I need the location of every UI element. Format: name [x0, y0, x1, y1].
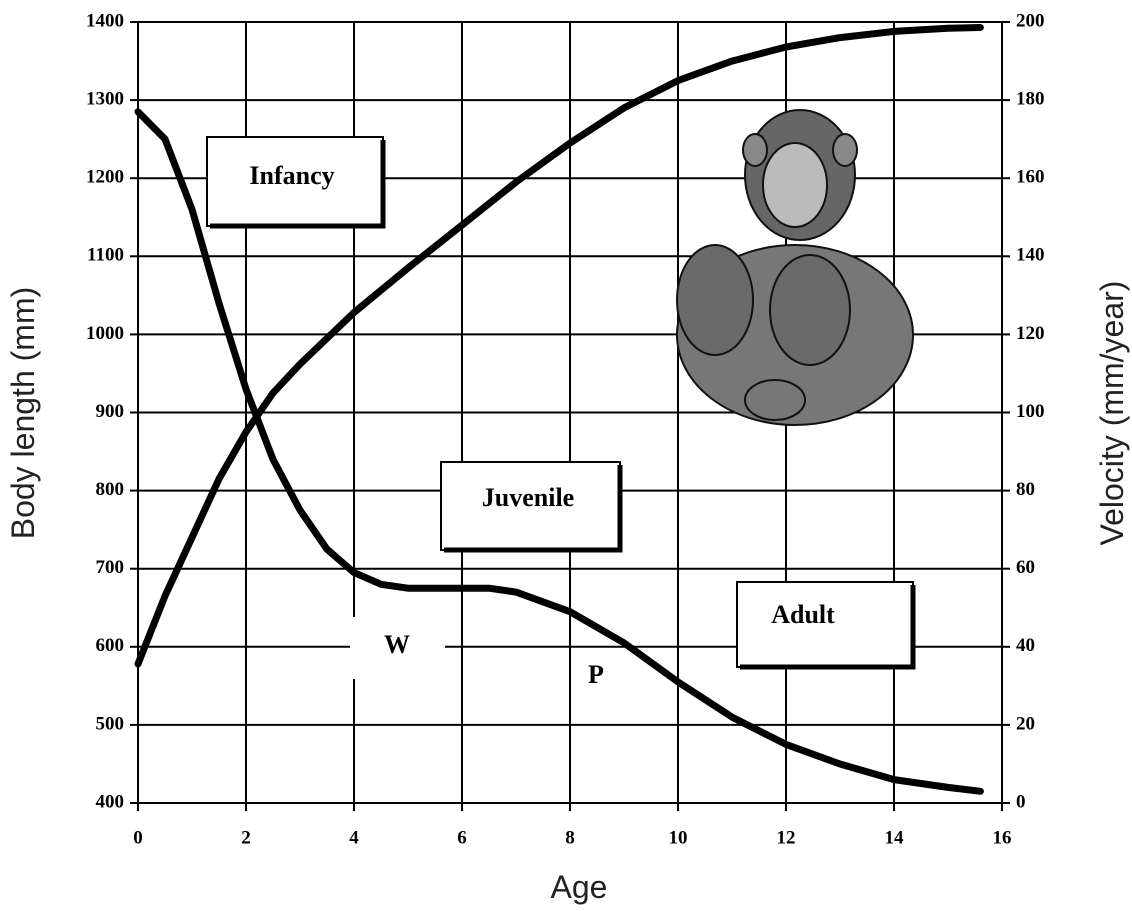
- x-tick-label: 4: [349, 827, 359, 848]
- annotation: Adult: [771, 600, 835, 629]
- x-axis-label: Age: [551, 869, 608, 905]
- y2-tick-label: 80: [1016, 479, 1035, 500]
- y-tick-label: 1300: [86, 88, 124, 109]
- y2-tick-label: 180: [1016, 88, 1045, 109]
- chimp-illustration: [676, 109, 914, 426]
- y2-tick-label: 160: [1016, 167, 1045, 188]
- x-tick-label: 12: [777, 827, 796, 848]
- line: [134, 108, 984, 795]
- x-tick-label: 16: [993, 827, 1012, 848]
- y2-tick-label: 20: [1016, 713, 1035, 734]
- y-tick-label: 1100: [87, 245, 124, 266]
- x-tick-label: 2: [241, 827, 251, 848]
- annotation-boxes: [206, 136, 916, 670]
- y-axis-label: Body length (mm): [5, 287, 41, 540]
- y-tick-label: 700: [96, 557, 125, 578]
- x-tick-label: 8: [565, 827, 575, 848]
- y2-tick-label: 120: [1016, 323, 1045, 344]
- y2-tick-label: 0: [1016, 791, 1026, 812]
- y2-tick-label: 40: [1016, 635, 1035, 656]
- y2-tick-label: 140: [1016, 245, 1045, 266]
- y-tick-label: 1000: [86, 323, 124, 344]
- x-tick-label: 14: [885, 827, 905, 848]
- x-tick-label: 0: [133, 827, 143, 848]
- y-tick-label: 400: [96, 791, 125, 812]
- y-tick-label: 500: [96, 713, 125, 734]
- y2-tick-label: 200: [1016, 10, 1045, 31]
- y-tick-label: 1200: [86, 167, 124, 188]
- annotation: P: [588, 660, 604, 689]
- y-tick-label: 800: [96, 479, 125, 500]
- y2-tick-label: 60: [1016, 557, 1035, 578]
- annotation: W: [384, 630, 410, 659]
- line: [134, 24, 984, 668]
- annotation: Infancy: [249, 161, 334, 190]
- y2-tick-label: 100: [1016, 401, 1045, 422]
- x-tick-label: 10: [669, 827, 688, 848]
- annotation: Juvenile: [482, 483, 574, 512]
- y-tick-label: 900: [96, 401, 125, 422]
- x-tick-label: 6: [457, 827, 467, 848]
- y-tick-label: 600: [96, 635, 125, 656]
- y-tick-label: 1400: [86, 10, 124, 31]
- label-gap: [350, 617, 445, 679]
- y2-axis-label: Velocity (mm/year): [1094, 281, 1130, 546]
